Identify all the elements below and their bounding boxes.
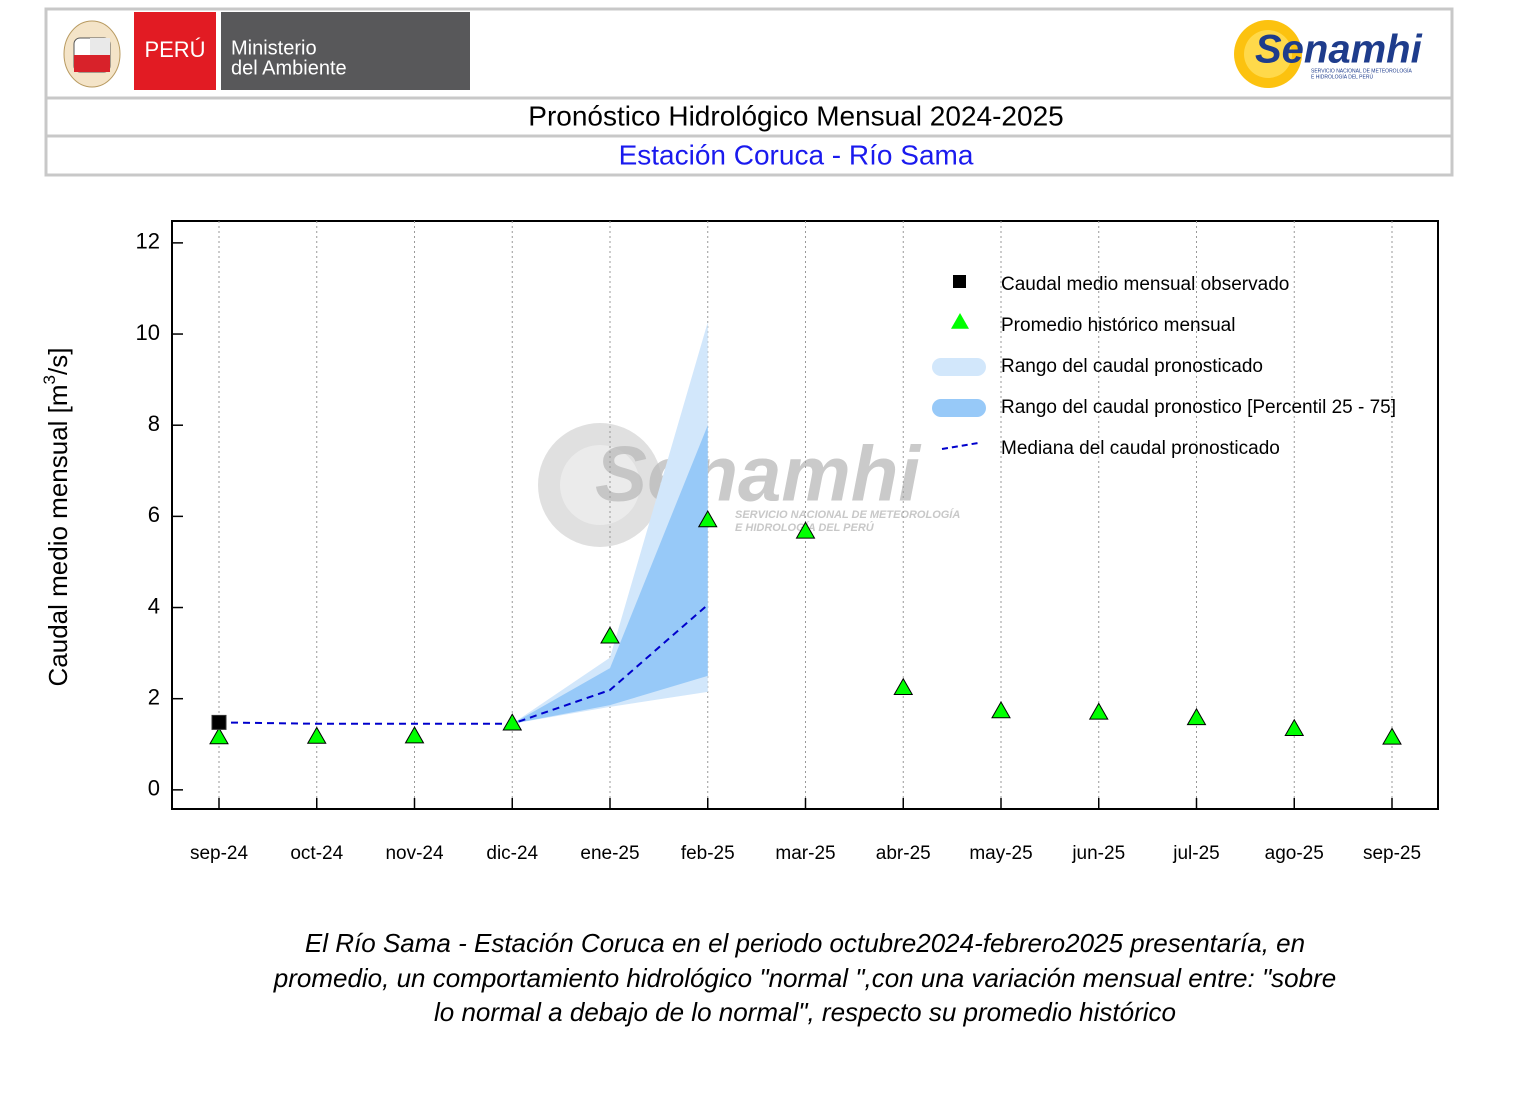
square-marker: [211, 714, 227, 730]
legend-marker: [932, 399, 986, 417]
legend-marker: [941, 442, 979, 450]
triangle-marker: [404, 726, 425, 744]
watermark: [538, 423, 662, 547]
x-tick-label: mar-25: [775, 843, 835, 864]
x-tick-label: oct-24: [290, 843, 343, 864]
triangle-marker: [893, 677, 914, 696]
band: [512, 425, 708, 724]
y-label-part: 3: [40, 375, 59, 384]
title: Pronóstico Hidrológico Mensual 2024-2025: [528, 100, 1063, 131]
x-tick-label: ago-25: [1265, 843, 1324, 864]
triangle-marker: [209, 726, 229, 745]
x-tick-label: feb-25: [681, 843, 735, 864]
x-tick-label: jun-25: [1071, 843, 1125, 864]
y-label-part: /s]: [43, 348, 73, 375]
y-tick-label: 8: [148, 411, 160, 436]
legend-label: Promedio histórico mensual: [1001, 315, 1235, 336]
caption-line: lo normal a debajo de lo normal", respec…: [434, 997, 1176, 1027]
y-tick-label: 12: [136, 229, 160, 254]
peru-box: [134, 12, 216, 90]
ministry-label: del Ambiente: [231, 57, 347, 79]
triangle-marker: [306, 726, 327, 744]
triangle-marker: [991, 700, 1011, 719]
x-tick-label: jul-25: [1172, 843, 1219, 864]
legend-label: Rango del caudal pronostico [Percentil 2…: [1001, 397, 1396, 418]
median-line: [218, 604, 709, 725]
caption-line: promedio, un comportamiento hidrológico …: [273, 963, 1336, 993]
y-tick-label: 10: [136, 320, 160, 345]
logo-subtitle: E HIDROLOGÍA DEL PERÚ: [1311, 73, 1373, 80]
logo-text: Senamhi: [1255, 28, 1423, 72]
legend-label: Rango del caudal pronosticado: [1001, 356, 1263, 377]
triangle-marker: [1186, 707, 1207, 726]
y-tick-label: 6: [148, 502, 160, 527]
triangle-marker: [502, 713, 523, 731]
country-label: PERÚ: [144, 37, 205, 62]
y-tick-label: 2: [148, 685, 160, 710]
triangle-marker: [795, 521, 816, 539]
plot: 0 2 4 6 8 10 12 sep-24 oct-24 nov-24 dic-24 ene-25 f…: [136, 220, 1439, 864]
triangle-marker: [600, 626, 620, 644]
x-tick-label: dic-24: [486, 843, 538, 864]
watermark-sub: SERVICIO NACIONAL DE METEOROLOGÍA: [735, 508, 960, 521]
legend-label: Mediana del caudal pronosticado: [1001, 438, 1280, 459]
x-tick-label: sep-24: [190, 843, 249, 864]
senamhi-sun: [1234, 20, 1302, 88]
ministry-label: Ministerio: [231, 37, 317, 59]
plot-area: [171, 220, 1439, 810]
watermark-text: Senamhi: [595, 430, 921, 518]
triangle-marker: [1284, 718, 1305, 737]
triangle-marker: [1088, 702, 1109, 720]
header-frame: [44, 7, 1454, 177]
ministry-box: [221, 12, 470, 90]
legend-marker: [953, 275, 966, 288]
y-tick-label: 0: [148, 776, 160, 801]
x-tick-label: ene-25: [580, 843, 639, 864]
x-tick-label: nov-24: [385, 843, 444, 864]
legend-marker: [951, 313, 969, 329]
x-tick-label: abr-25: [876, 843, 931, 864]
coat-of-arms: [63, 20, 121, 88]
legend-label: Caudal medio mensual observado: [1001, 274, 1289, 295]
y-label-part: Caudal medio mensual [m: [43, 384, 73, 686]
y-axis-label: Caudal medio mensual [m3/s]: [40, 348, 73, 687]
triangle-marker: [697, 510, 718, 528]
subtitle: Estación Coruca - Río Sama: [619, 139, 974, 170]
x-tick-label: sep-25: [1363, 843, 1421, 864]
caption-line: El Río Sama - Estación Coruca en el peri…: [305, 928, 1305, 958]
logo-subtitle: SERVICIO NACIONAL DE METEOROLOGÍA: [1311, 67, 1413, 74]
triangle-marker: [1382, 727, 1402, 745]
x-tick-label: may-25: [969, 843, 1032, 864]
legend-marker: [932, 358, 986, 376]
y-tick-label: 4: [148, 593, 160, 618]
